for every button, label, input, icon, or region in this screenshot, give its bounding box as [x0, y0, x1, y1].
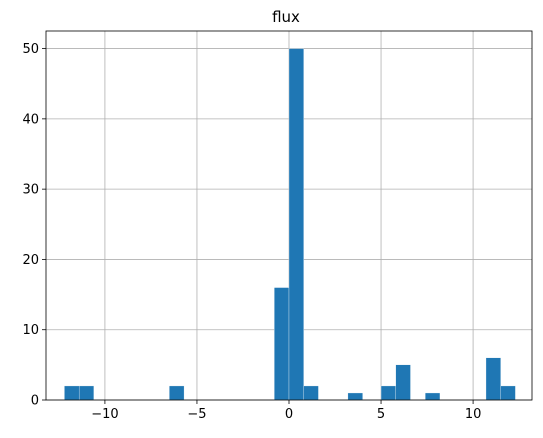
histogram-bar [500, 385, 516, 401]
x-tick-label: 10 [465, 407, 482, 422]
y-tick-label: 30 [22, 183, 39, 198]
histogram-bar [485, 357, 501, 401]
axes: −10 −5 0 5 10 0 10 20 30 40 50 [22, 30, 533, 422]
histogram-bar [78, 385, 95, 401]
chart-title: flux [272, 8, 300, 26]
y-tick-label: 50 [22, 42, 39, 57]
histogram-bar [380, 385, 396, 401]
x-tick-label: 0 [285, 407, 293, 422]
histogram-bar [347, 392, 363, 401]
y-tick-label: 20 [22, 253, 39, 268]
y-tick-label: 40 [22, 112, 39, 127]
histogram-bar [288, 48, 304, 401]
bars [64, 48, 516, 401]
histogram-bar [395, 364, 411, 401]
y-tick-label: 0 [31, 394, 39, 409]
histogram-bar [64, 385, 80, 401]
histogram-bar [274, 287, 290, 401]
x-tick-label: 5 [377, 407, 385, 422]
histogram-bar [303, 385, 319, 401]
histogram-bar [169, 385, 185, 401]
x-tick-label: −10 [91, 407, 118, 422]
x-tick-label: −5 [187, 407, 206, 422]
histogram-bar [425, 392, 441, 401]
y-tick-label: 10 [22, 323, 39, 338]
